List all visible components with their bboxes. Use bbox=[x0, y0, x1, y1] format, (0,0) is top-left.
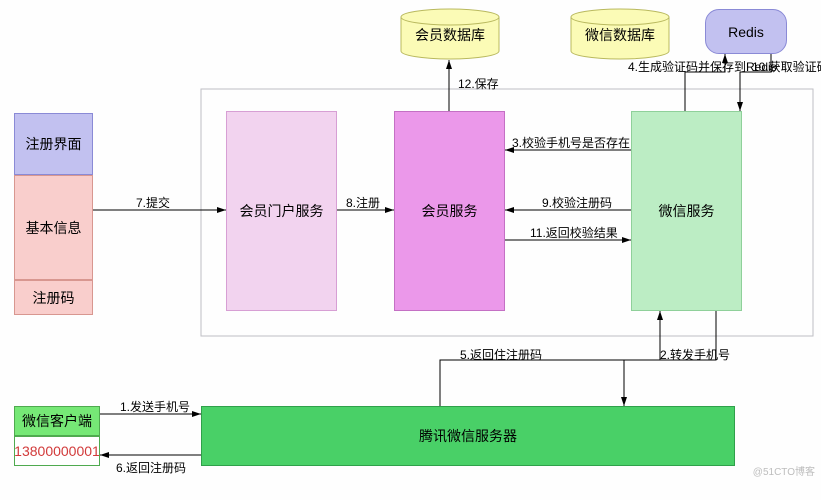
edge-label-10: 10.获取验证码 bbox=[752, 58, 821, 75]
edge-label-8: 8.注册 bbox=[346, 194, 380, 211]
edge-label-12: 12.保存 bbox=[458, 75, 499, 92]
node-label: 基本信息 bbox=[26, 218, 82, 238]
edge-label-1: 1.发送手机号 bbox=[120, 398, 190, 415]
node-wechat-client: 微信客户端 bbox=[14, 406, 100, 436]
node-label: 会员服务 bbox=[422, 201, 478, 221]
node-redis: Redis bbox=[705, 9, 787, 54]
db-wechat-label: 微信数据库 bbox=[571, 25, 669, 45]
node-label: 会员门户服务 bbox=[240, 201, 324, 221]
node-portal-service: 会员门户服务 bbox=[226, 111, 337, 311]
node-register-code: 注册码 bbox=[14, 280, 93, 315]
edge-label-5: 5.返回住注册码 bbox=[460, 346, 542, 363]
node-label: 微信服务 bbox=[659, 201, 715, 221]
node-label: 注册界面 bbox=[26, 134, 82, 154]
db-member-label: 会员数据库 bbox=[401, 25, 499, 45]
edge-label-7: 7.提交 bbox=[136, 194, 170, 211]
node-wechat-client-phone: 13800000001 bbox=[14, 436, 100, 466]
edge-label-9: 9.校验注册码 bbox=[542, 194, 612, 211]
node-label: Redis bbox=[728, 24, 764, 40]
node-label: 微信客户端 bbox=[22, 411, 92, 431]
edge-label-11: 11.返回校验结果 bbox=[530, 224, 618, 241]
node-basic-info: 基本信息 bbox=[14, 175, 93, 280]
edge-label-3: 3.校验手机号是否存在 bbox=[512, 134, 630, 151]
node-label: 腾讯微信服务器 bbox=[419, 426, 517, 446]
edge-label-6: 6.返回注册码 bbox=[116, 459, 186, 476]
node-wechat-service: 微信服务 bbox=[631, 111, 742, 311]
watermark: @51CTO博客 bbox=[753, 463, 815, 478]
node-register-ui: 注册界面 bbox=[14, 113, 93, 175]
edge-label-2: 2.转发手机号 bbox=[660, 346, 730, 363]
node-label: 注册码 bbox=[33, 288, 75, 308]
node-label: 13800000001 bbox=[14, 443, 100, 459]
node-tencent-server: 腾讯微信服务器 bbox=[201, 406, 735, 466]
node-member-service: 会员服务 bbox=[394, 111, 505, 311]
